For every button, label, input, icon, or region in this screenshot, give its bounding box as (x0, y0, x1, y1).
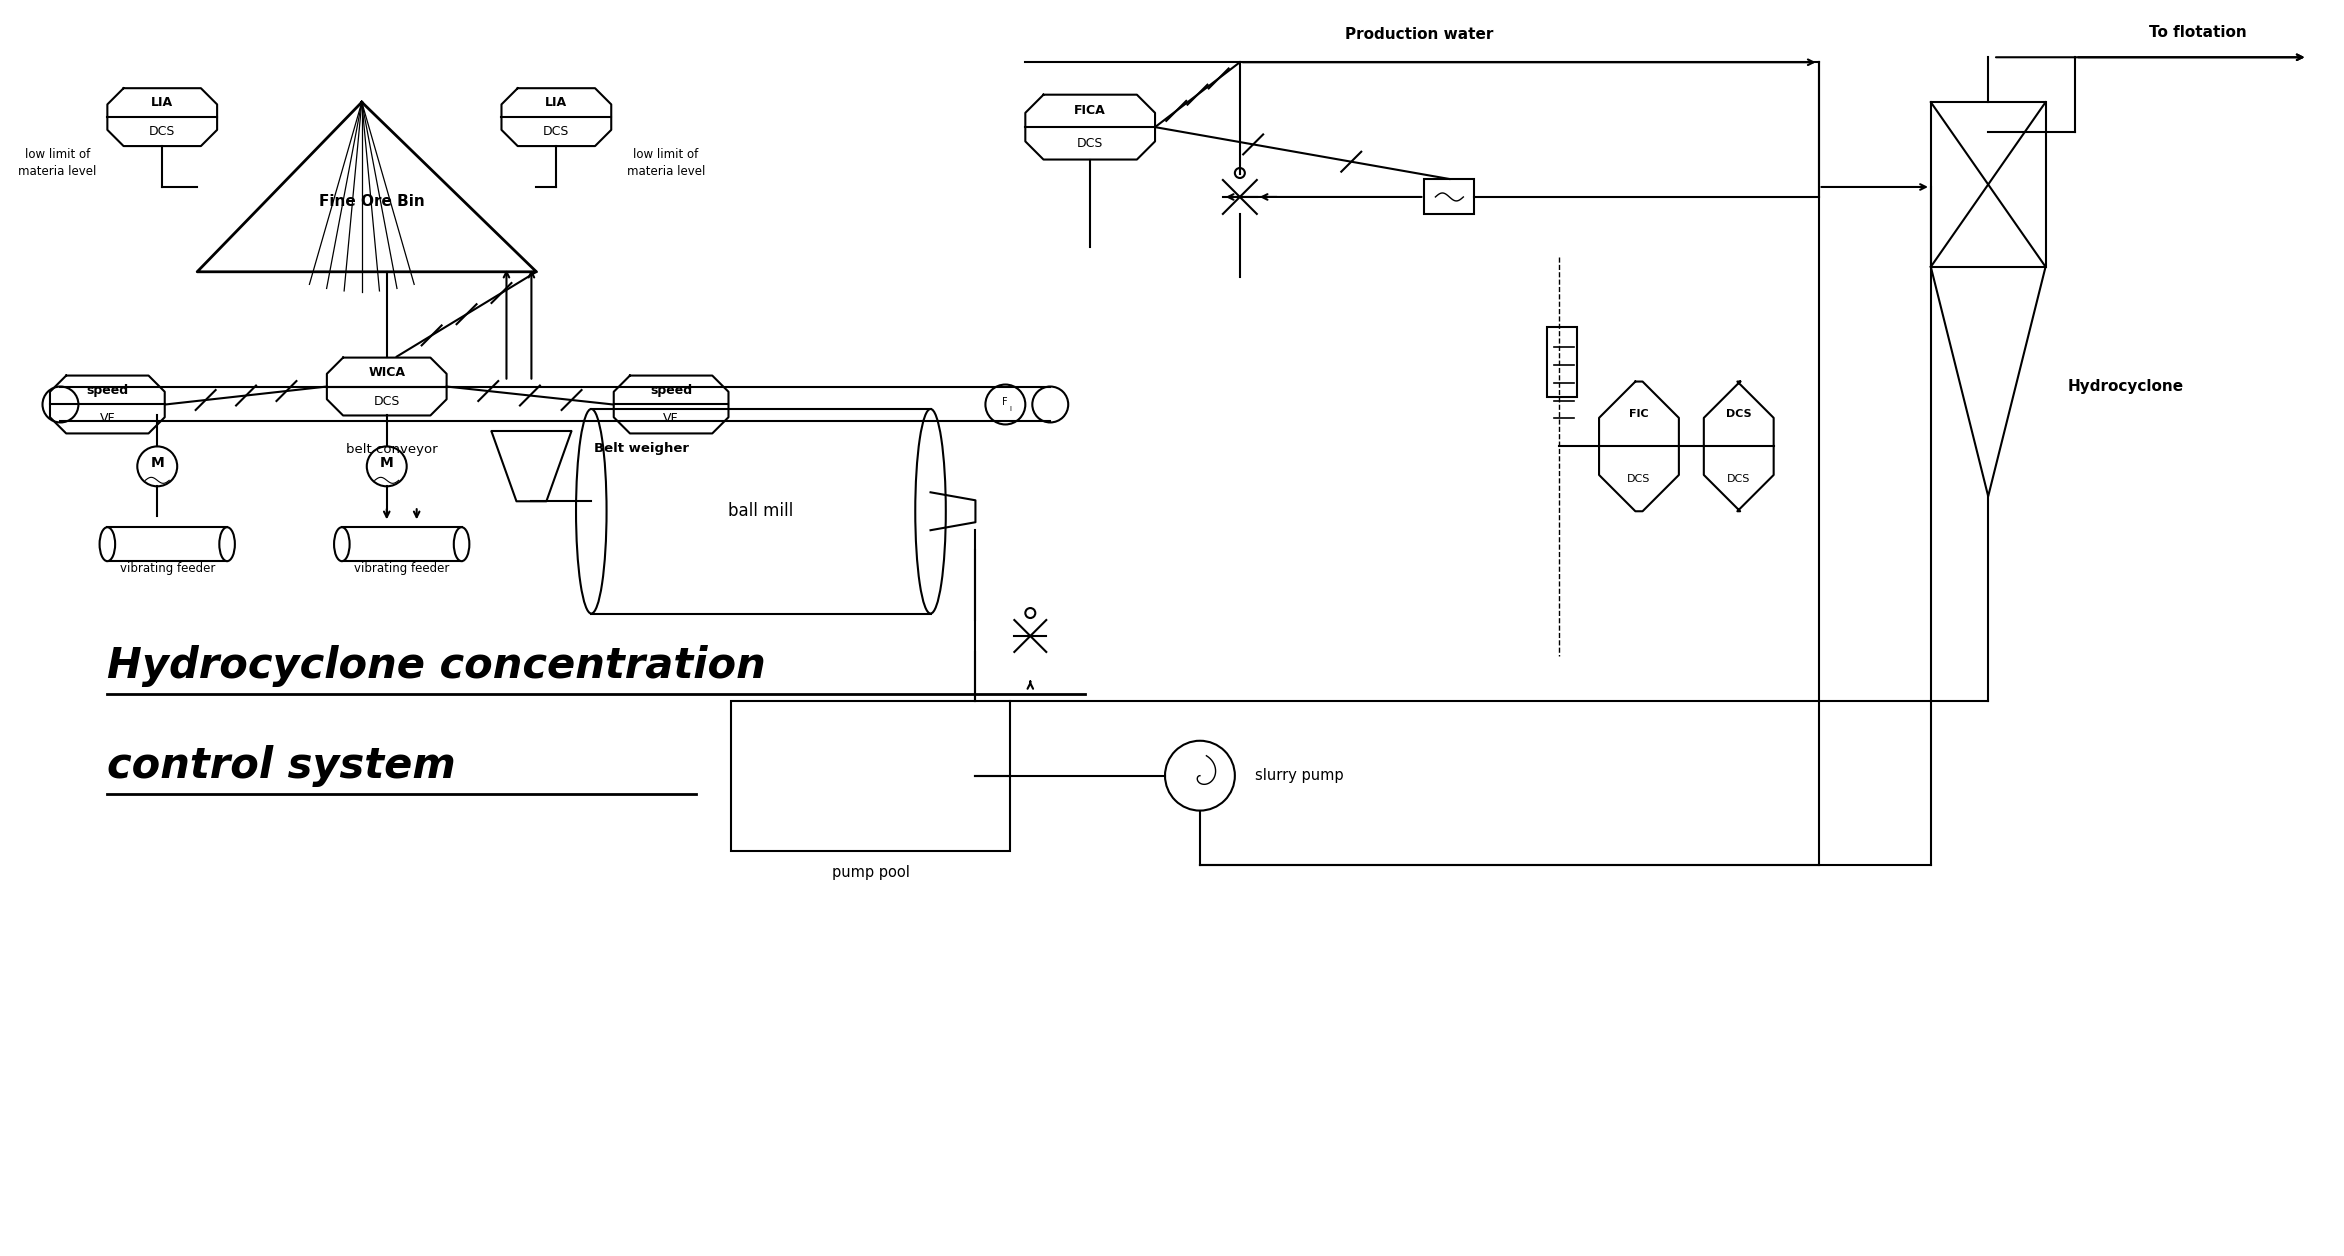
Text: belt conveyor: belt conveyor (347, 443, 438, 456)
Text: VF: VF (663, 412, 680, 426)
Text: FICA: FICA (1074, 104, 1106, 117)
Bar (1547, 327, 1578, 397)
Ellipse shape (220, 528, 234, 561)
Text: DCS: DCS (150, 126, 176, 138)
Ellipse shape (577, 409, 607, 613)
Bar (342, 528, 462, 561)
Bar (108, 528, 227, 561)
Text: M: M (150, 456, 164, 470)
Text: LIA: LIA (546, 97, 567, 109)
Text: FIC: FIC (1629, 409, 1648, 420)
Text: DCS: DCS (1076, 137, 1104, 149)
Bar (1425, 180, 1474, 215)
Text: materia level: materia level (626, 165, 706, 177)
Text: speed: speed (649, 383, 691, 397)
Text: slurry pump: slurry pump (1254, 769, 1343, 784)
Text: vibrating feeder: vibrating feeder (354, 561, 450, 575)
Text: Production water: Production water (1345, 26, 1493, 41)
Text: speed: speed (87, 383, 129, 397)
Bar (731, 701, 1010, 850)
Ellipse shape (335, 528, 349, 561)
Text: Hydrocyclone: Hydrocyclone (2067, 379, 2185, 394)
Text: materia level: materia level (19, 165, 96, 177)
Bar (591, 409, 931, 613)
Text: To flotation: To flotation (2149, 25, 2246, 40)
Text: low limit of: low limit of (633, 147, 699, 161)
Text: VF: VF (98, 412, 115, 426)
Text: DCS: DCS (1728, 474, 1751, 484)
Text: control system: control system (108, 745, 457, 786)
Bar (1931, 102, 2046, 266)
Text: vibrating feeder: vibrating feeder (120, 561, 216, 575)
Text: DCS: DCS (1627, 474, 1650, 484)
Text: Hydrocyclone concentration: Hydrocyclone concentration (108, 644, 766, 687)
Text: Belt weigher: Belt weigher (593, 442, 689, 455)
Text: pump pool: pump pool (832, 865, 909, 880)
Ellipse shape (914, 409, 945, 613)
Text: M: M (380, 456, 394, 470)
Text: DCS: DCS (1725, 409, 1751, 420)
Text: F: F (1001, 397, 1008, 407)
Text: Fine Ore Bin: Fine Ore Bin (319, 195, 424, 210)
Text: low limit of: low limit of (26, 147, 89, 161)
Ellipse shape (455, 528, 469, 561)
Text: DCS: DCS (544, 126, 570, 138)
Text: DCS: DCS (373, 394, 401, 407)
Text: LIA: LIA (150, 97, 173, 109)
Text: WICA: WICA (368, 365, 406, 378)
Text: ball mill: ball mill (729, 502, 795, 520)
Ellipse shape (98, 528, 115, 561)
